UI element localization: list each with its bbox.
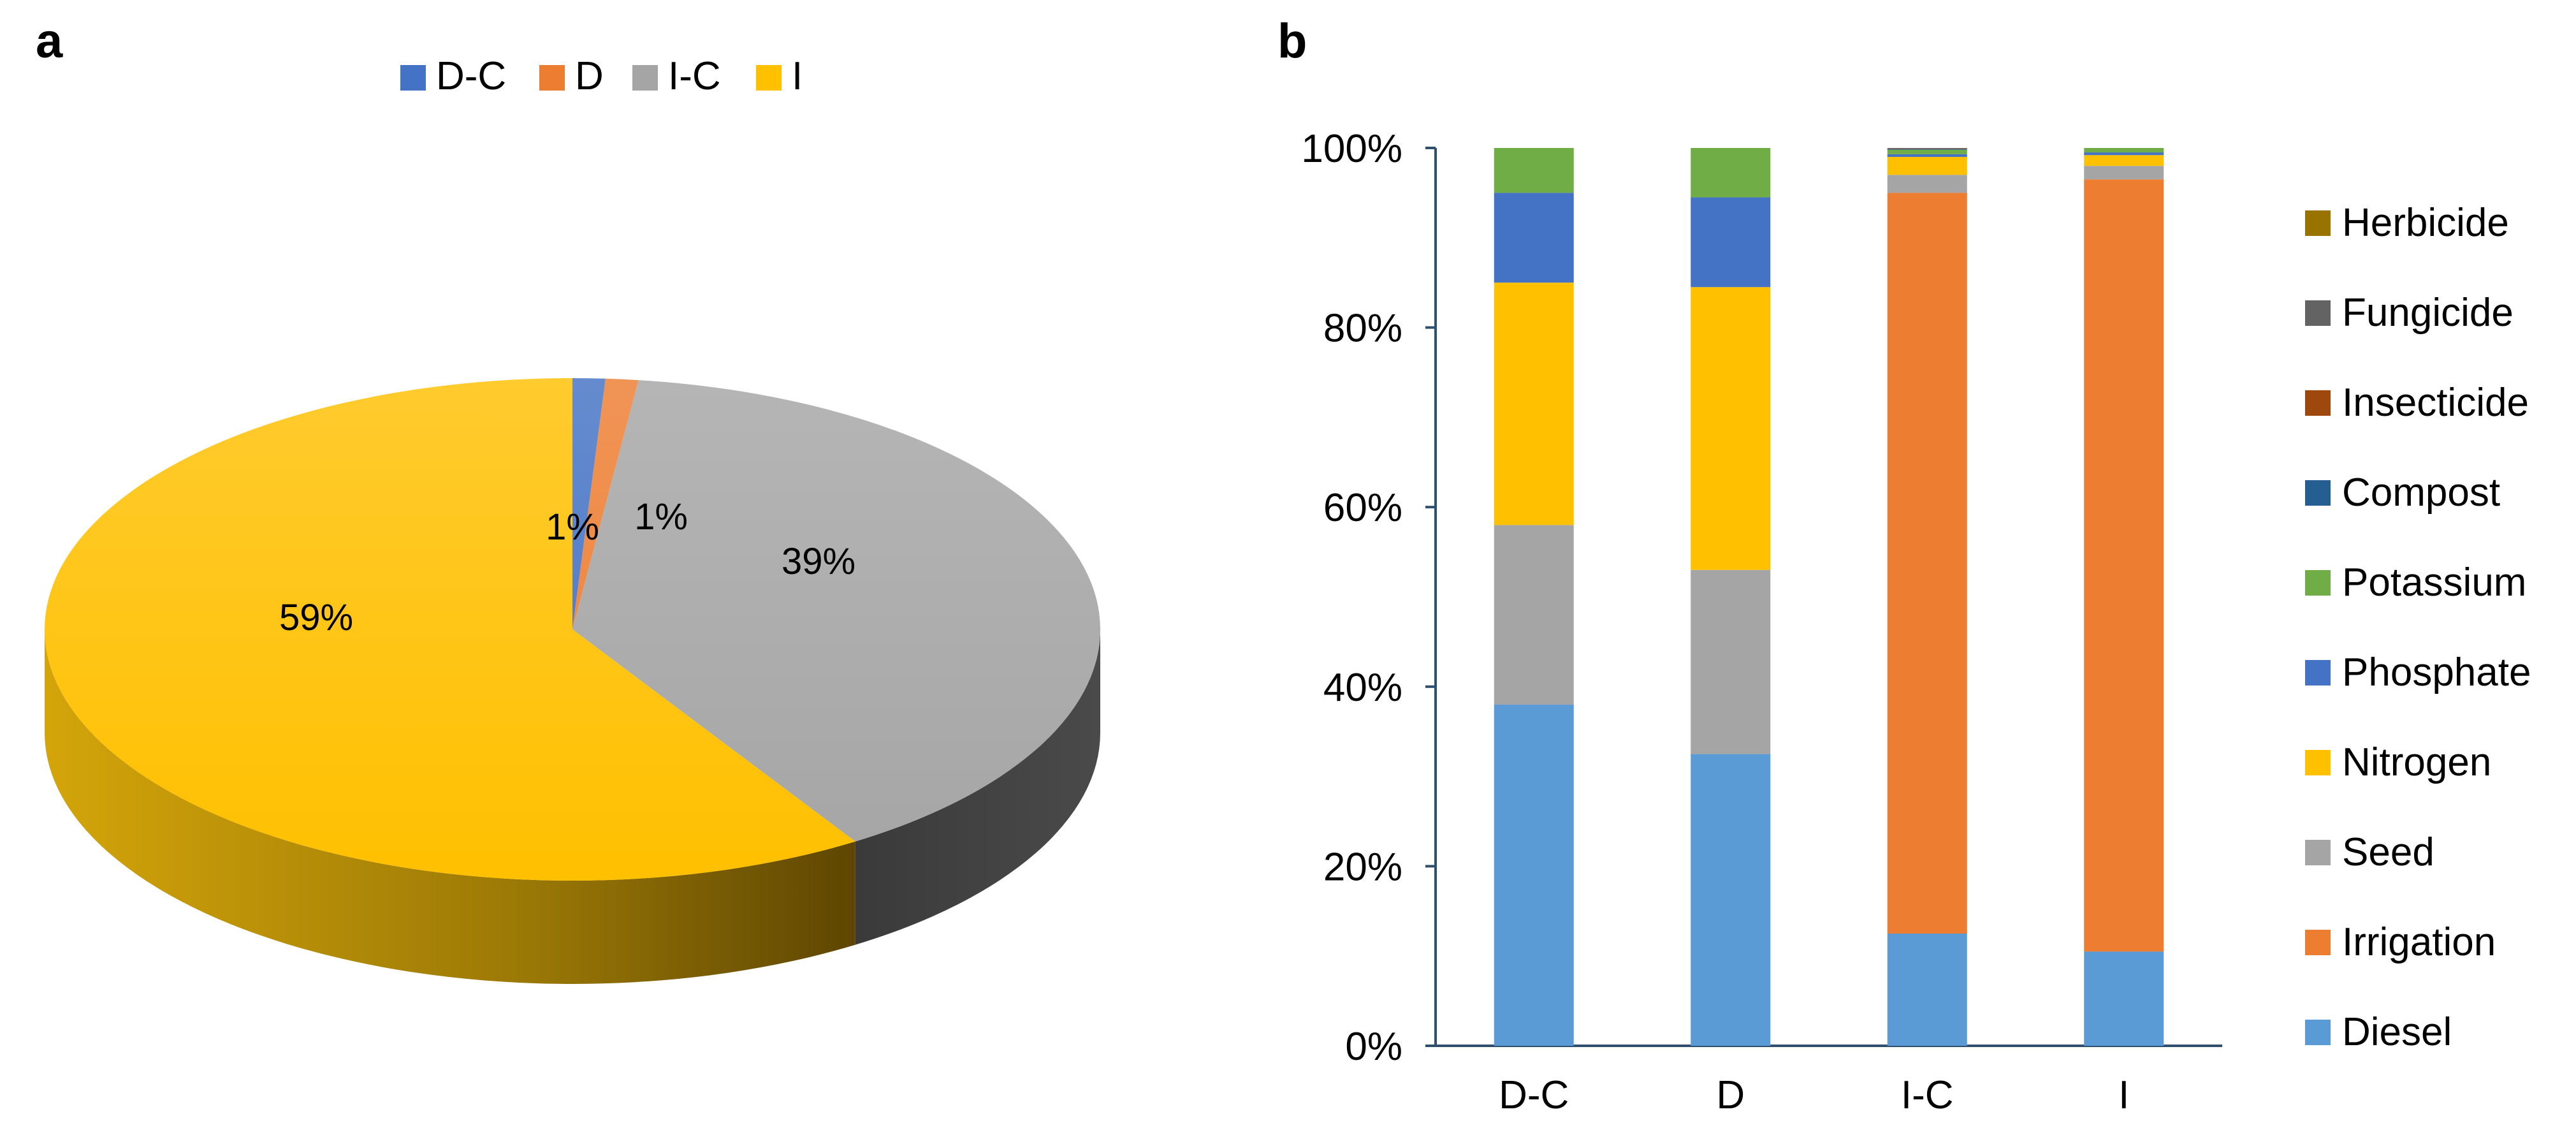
- pie-legend-swatch-d: [539, 65, 565, 91]
- pie-legend-label-i-c: I-C: [668, 54, 721, 98]
- pie-top-sheen: [45, 378, 1100, 881]
- bar-i-c-potassium: [1887, 149, 1967, 154]
- pie-legend-item-i: I: [756, 54, 803, 98]
- bar-legend-swatch-phosphate: [2305, 660, 2331, 686]
- bar-legend-label-phosphate: Phosphate: [2342, 650, 2531, 694]
- bar-tick-labels: 0% 20% 40% 60% 80% 100% D-C D I-C I: [1301, 127, 2129, 1117]
- bar-legend-label-insecticide: Insecticide: [2342, 381, 2529, 425]
- bar-legend-swatch-herbicide: [2305, 210, 2331, 236]
- bar-i-c-diesel: [1887, 934, 1967, 1046]
- bar-i-nitrogen: [2084, 155, 2164, 166]
- bar-legend-item-phosphate: Phosphate: [2305, 650, 2531, 694]
- panel-a-label: a: [36, 14, 63, 68]
- bar-d-seed: [1691, 569, 1771, 754]
- bar-legend-label-irrigation: Irrigation: [2342, 920, 2496, 964]
- bar-legend-item-compost: Compost: [2305, 471, 2500, 515]
- pie-legend-label-d-c: D-C: [436, 54, 506, 98]
- bar-legend-item-potassium: Potassium: [2305, 561, 2526, 605]
- pie-legend-label-i: I: [792, 54, 803, 98]
- pie-label-d-c: 1%: [546, 506, 599, 548]
- bar-d-potassium: [1691, 148, 1771, 198]
- bar-legend-label-compost: Compost: [2342, 471, 2500, 515]
- pie-legend-swatch-d-c: [400, 65, 426, 91]
- bar-x-tick-d: D: [1716, 1073, 1745, 1117]
- bar-i-phosphate: [2084, 152, 2164, 156]
- bar-legend-item-irrigation: Irrigation: [2305, 920, 2496, 964]
- bar-legend-swatch-irrigation: [2305, 930, 2331, 955]
- pie-legend-swatch-i-c: [632, 65, 658, 91]
- bar-legend-swatch-compost: [2305, 480, 2331, 506]
- pie-chart: D-C D I-C I 1% 1% 39% 59%: [44, 54, 1100, 984]
- bar-d-phosphate: [1691, 197, 1771, 288]
- bar-i-diesel: [2084, 951, 2164, 1046]
- bar-x-tick-i: I: [2118, 1073, 2129, 1117]
- bar-y-tick-20: 20%: [1323, 845, 1402, 889]
- bar-i-c-nitrogen: [1887, 157, 1967, 175]
- bar-d-c-potassium: [1494, 148, 1574, 193]
- pie-legend-item-d-c: D-C: [400, 54, 506, 98]
- bar-y-tick-40: 40%: [1323, 666, 1402, 710]
- bar-legend-label-diesel: Diesel: [2342, 1010, 2452, 1054]
- bar-i-c-fungicide: [1887, 148, 1967, 149]
- bar-legend-swatch-potassium: [2305, 570, 2331, 596]
- bar-legend-item-seed: Seed: [2305, 830, 2434, 874]
- stacked-bar-chart: 0% 20% 40% 60% 80% 100% D-C D I-C I Herbicide Fung…: [1301, 127, 2531, 1117]
- pie-legend-swatch-i: [756, 65, 782, 91]
- bar-i-c-seed: [1887, 175, 1967, 193]
- bar-legend-label-seed: Seed: [2342, 830, 2434, 874]
- pie-legend-item-i-c: I-C: [632, 54, 721, 98]
- bar-legend-swatch-fungicide: [2305, 300, 2331, 326]
- bar-legend-label-fungicide: Fungicide: [2342, 291, 2514, 335]
- bar-legend-label-herbicide: Herbicide: [2342, 201, 2509, 245]
- bar-d-c-nitrogen: [1494, 282, 1574, 525]
- bar-y-tick-0: 0%: [1345, 1025, 1402, 1069]
- pie-legend: D-C D I-C I: [400, 54, 803, 98]
- bar-legend-swatch-seed: [2305, 840, 2331, 865]
- bar-legend-swatch-nitrogen: [2305, 750, 2331, 775]
- bar-legend: Herbicide Fungicide Insecticide Compost Pota…: [2305, 201, 2531, 1054]
- bar-legend-label-nitrogen: Nitrogen: [2342, 740, 2491, 784]
- bar-d-c-seed: [1494, 525, 1574, 705]
- bar-x-tick-i-c: I-C: [1901, 1073, 1954, 1117]
- pie-legend-item-d: D: [539, 54, 604, 98]
- bar-y-tick-100: 100%: [1301, 127, 1402, 171]
- bar-x-tick-d-c: D-C: [1499, 1073, 1569, 1117]
- pie-label-i: 59%: [279, 597, 353, 638]
- bar-series: [1494, 148, 2164, 1046]
- pie-body: [44, 378, 1100, 984]
- bar-i-potassium: [2084, 148, 2164, 153]
- bar-y-tick-80: 80%: [1323, 307, 1402, 351]
- pie-side-i: [45, 629, 855, 984]
- bar-i-seed: [2084, 166, 2164, 180]
- bar-d-nitrogen: [1691, 287, 1771, 570]
- bar-legend-item-diesel: Diesel: [2305, 1010, 2452, 1054]
- bar-legend-item-nitrogen: Nitrogen: [2305, 740, 2491, 784]
- panel-b-label: b: [1277, 14, 1307, 68]
- bar-legend-item-herbicide: Herbicide: [2305, 201, 2509, 245]
- bar-i-irrigation: [2084, 179, 2164, 952]
- pie-label-i-c: 39%: [782, 541, 855, 582]
- bar-legend-item-insecticide: Insecticide: [2305, 381, 2529, 425]
- bar-legend-label-potassium: Potassium: [2342, 561, 2526, 605]
- pie-data-labels: 1% 1% 39% 59%: [279, 496, 855, 638]
- bar-d-c-diesel: [1494, 704, 1574, 1046]
- bar-y-tick-60: 60%: [1323, 486, 1402, 530]
- pie-legend-label-d: D: [575, 54, 604, 98]
- bar-d-diesel: [1691, 754, 1771, 1046]
- bar-legend-swatch-diesel: [2305, 1020, 2331, 1045]
- bar-i-c-phosphate: [1887, 154, 1967, 158]
- bar-legend-item-fungicide: Fungicide: [2305, 291, 2514, 335]
- bar-d-c-phosphate: [1494, 193, 1574, 283]
- pie-label-d: 1%: [634, 496, 688, 538]
- bar-i-c-irrigation: [1887, 193, 1967, 934]
- pie-side-i-c: [855, 629, 1100, 945]
- bar-legend-swatch-insecticide: [2305, 390, 2331, 416]
